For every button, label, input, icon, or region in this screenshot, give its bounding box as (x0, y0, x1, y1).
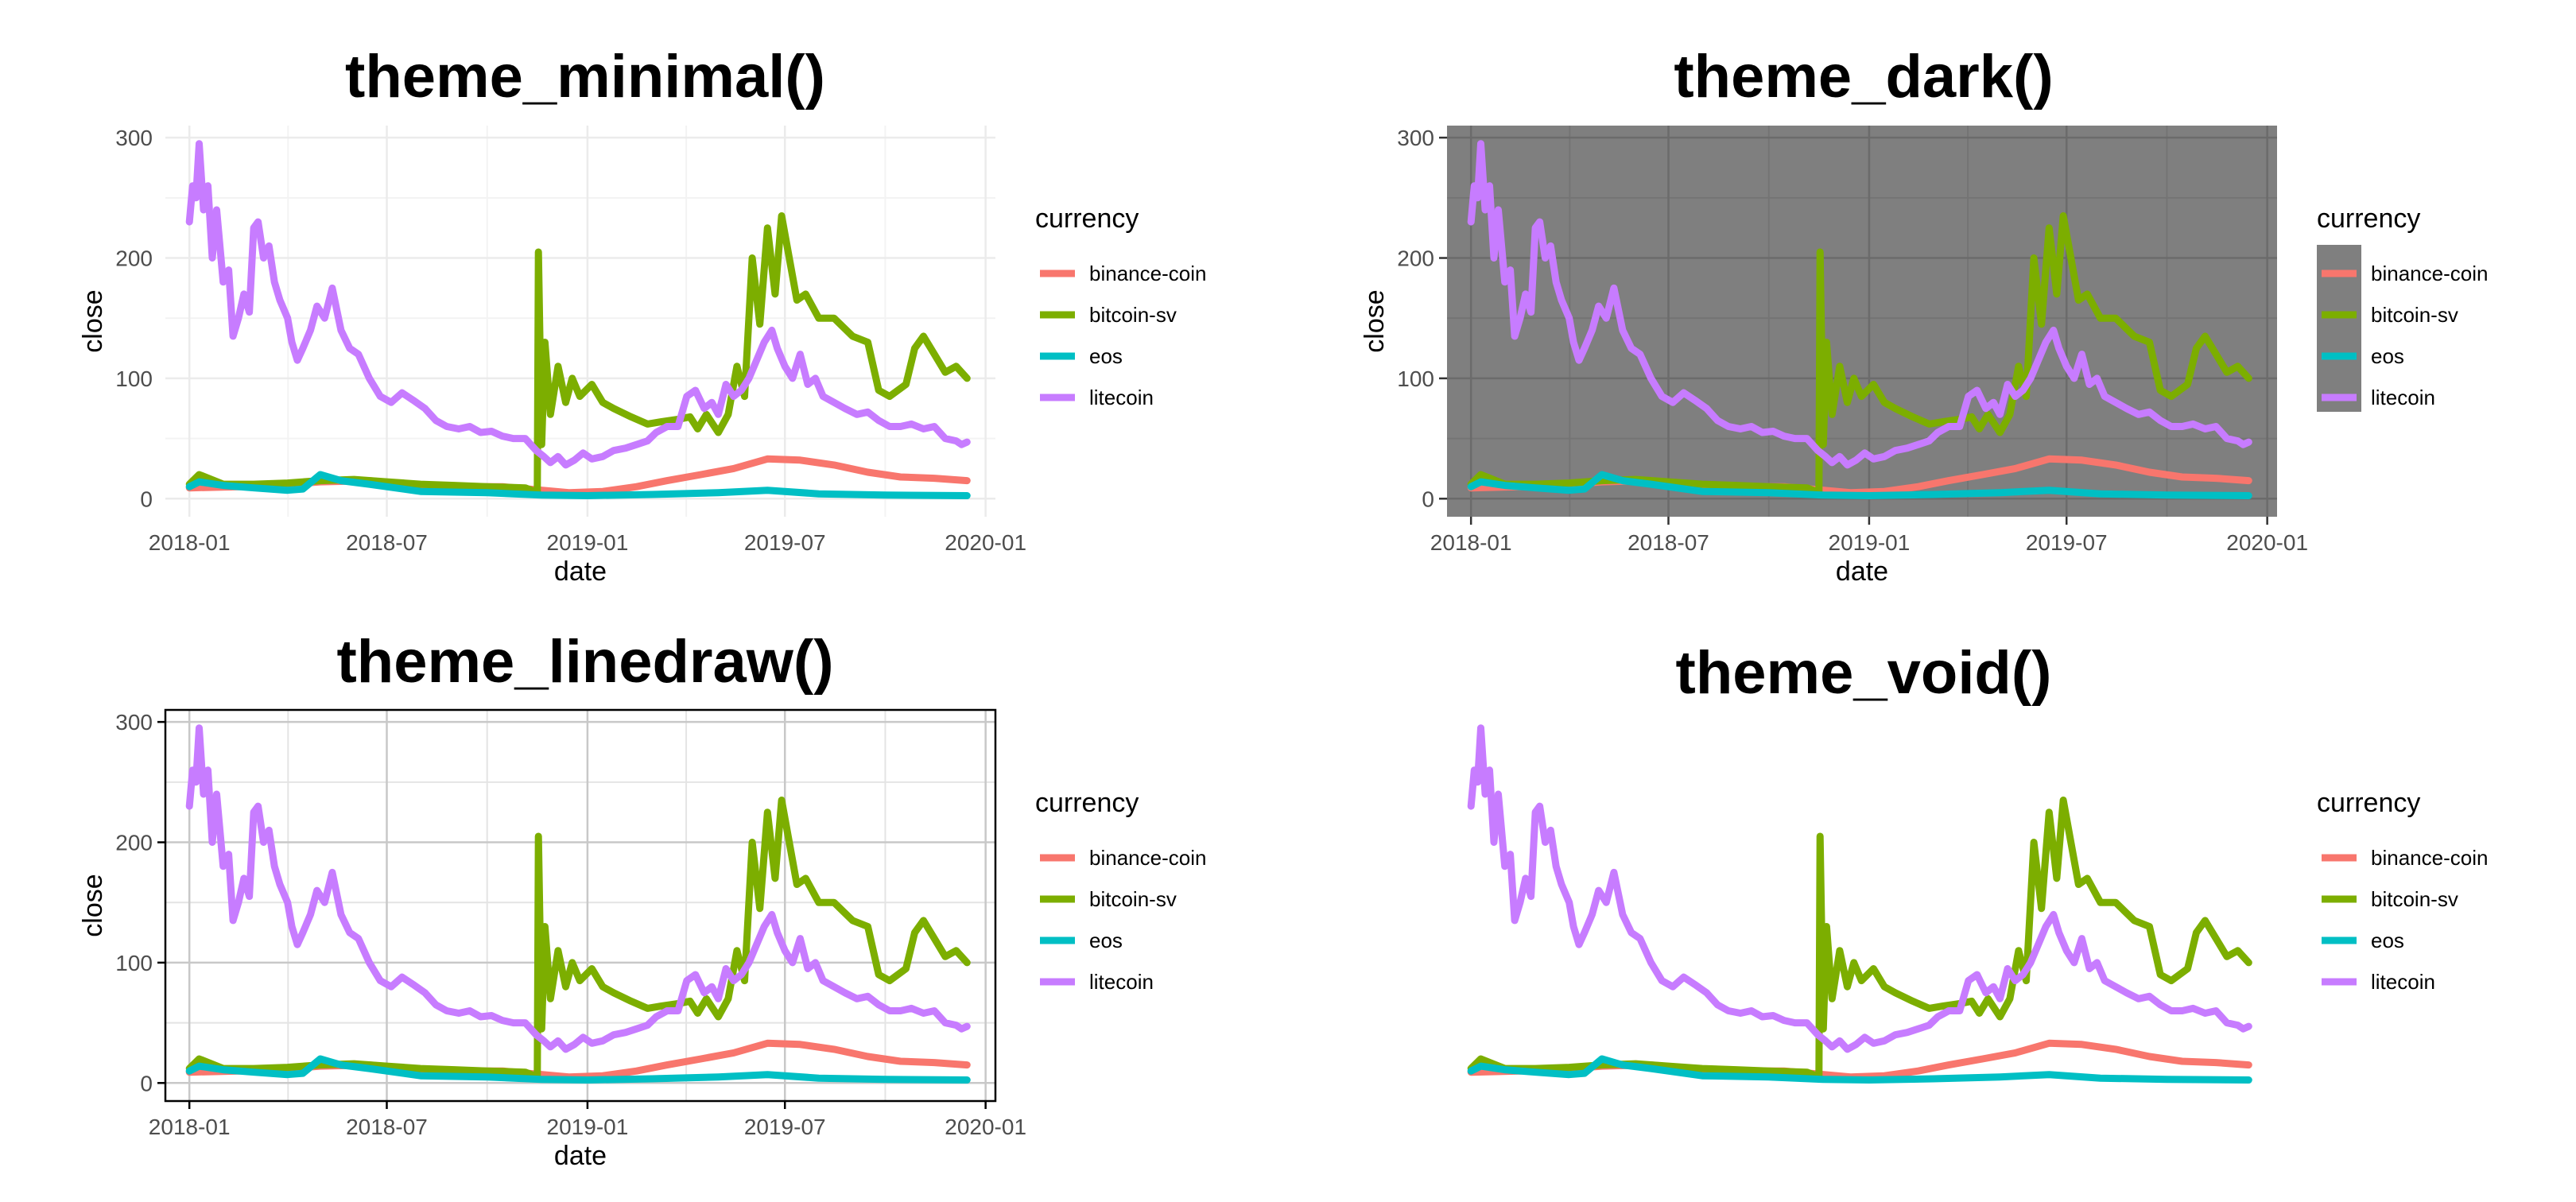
legend-item-label: litecoin (1089, 970, 1154, 994)
legend: currency binance-coin bitcoin-sv eos litecoi… (1035, 204, 1206, 409)
y-axis-label: close (78, 874, 108, 936)
series-line-litecoin (1467, 724, 2252, 1053)
legend-title: currency (2317, 204, 2420, 234)
x-axis-label: date (1836, 556, 1888, 587)
y-tick-label: 0 (1422, 487, 1434, 511)
legend-item-label: bitcoin-sv (2371, 887, 2458, 911)
series-line-eos (185, 1055, 971, 1084)
legend-item-label: eos (2371, 929, 2404, 952)
panel-linedraw: theme_linedraw() 0 100 200 300 2018-01 2018-07… (78, 628, 1206, 1171)
y-tick-label: 100 (115, 951, 153, 975)
x-tick-label: 2018-07 (346, 530, 428, 555)
x-tick-label: 2020-01 (2226, 530, 2308, 555)
legend-title: currency (1035, 204, 1139, 234)
legend-item-label: binance-coin (2371, 846, 2488, 870)
x-tick-label: 2020-01 (945, 530, 1026, 555)
series-line-litecoin (185, 140, 971, 469)
x-tick-label: 2018-01 (149, 1115, 231, 1139)
x-tick-label: 2019-07 (744, 1115, 826, 1139)
legend-item-label: eos (1089, 929, 1123, 952)
y-tick-label: 200 (115, 831, 153, 855)
x-tick-label: 2018-07 (346, 1115, 428, 1139)
x-tick-label: 2019-01 (547, 1115, 629, 1139)
legend-title: currency (2317, 788, 2420, 818)
x-tick-label: 2019-07 (744, 530, 826, 555)
panel-border (164, 708, 997, 1103)
y-tick-label: 300 (115, 126, 153, 150)
y-tick-label: 0 (140, 1071, 153, 1095)
series-line-bitcoin-sv (1467, 797, 2252, 1081)
x-tick-label: 2020-01 (945, 1115, 1026, 1139)
y-axis-label: close (78, 289, 108, 352)
chart-title: theme_minimal() (345, 43, 825, 111)
x-tick-label: 2019-01 (547, 530, 629, 555)
legend-item-label: binance-coin (1089, 262, 1206, 285)
chart-title: theme_dark() (1674, 43, 2053, 111)
x-axis-label: date (554, 556, 607, 587)
chart-title: theme_linedraw() (336, 628, 833, 696)
legend: currency binance-coin bitcoin-sv eos litecoi… (1035, 788, 1206, 994)
x-tick-label: 2018-01 (1430, 530, 1512, 555)
legend-item-label: binance-coin (1089, 846, 1206, 870)
y-axis-label: close (1360, 289, 1390, 352)
y-tick-label: 100 (115, 366, 153, 391)
y-tick-label: 300 (115, 710, 153, 735)
series-line-eos (1467, 1055, 2252, 1084)
legend: currency binance-coin bitcoin-sv eos litecoi… (2317, 204, 2488, 412)
legend-item-label: eos (1089, 344, 1123, 368)
y-tick-label: 0 (140, 487, 153, 511)
x-tick-label: 2018-07 (1627, 530, 1709, 555)
legend-item-label: eos (2371, 344, 2404, 368)
legend-item-label: litecoin (2371, 970, 2435, 994)
legend-item-label: bitcoin-sv (2371, 303, 2458, 327)
legend-item-label: bitcoin-sv (1089, 887, 1177, 911)
legend-item-label: litecoin (1089, 386, 1154, 409)
panel-minimal: theme_minimal() 0 100 200 300 2018-01 2018-07 2… (78, 43, 1206, 587)
x-tick-label: 2019-07 (2026, 530, 2108, 555)
y-tick-label: 100 (1397, 366, 1434, 391)
legend-item-label: binance-coin (2371, 262, 2488, 285)
y-tick-label: 200 (115, 246, 153, 271)
series-line-eos (1467, 471, 2252, 499)
x-axis-label: date (554, 1141, 607, 1171)
y-tick-label: 300 (1397, 126, 1434, 150)
panel-void: theme_void() currency binance-coin bitcoin-… (1467, 639, 2488, 1084)
legend-item-label: bitcoin-sv (1089, 303, 1177, 327)
legend-item-label: litecoin (2371, 386, 2435, 409)
legend: currency binance-coin bitcoin-sv eos litecoi… (2317, 788, 2488, 994)
legend-title: currency (1035, 788, 1139, 818)
chart-title: theme_void() (1676, 639, 2052, 707)
series-line-litecoin (185, 724, 971, 1053)
y-tick-label: 200 (1397, 246, 1434, 271)
x-tick-label: 2019-01 (1829, 530, 1911, 555)
panel-dark: theme_dark() 0 100 200 300 2018-01 2018-07 2019… (1360, 43, 2488, 587)
series-line-eos (185, 471, 971, 499)
series-line-litecoin (1467, 140, 2252, 469)
x-tick-label: 2018-01 (149, 530, 231, 555)
